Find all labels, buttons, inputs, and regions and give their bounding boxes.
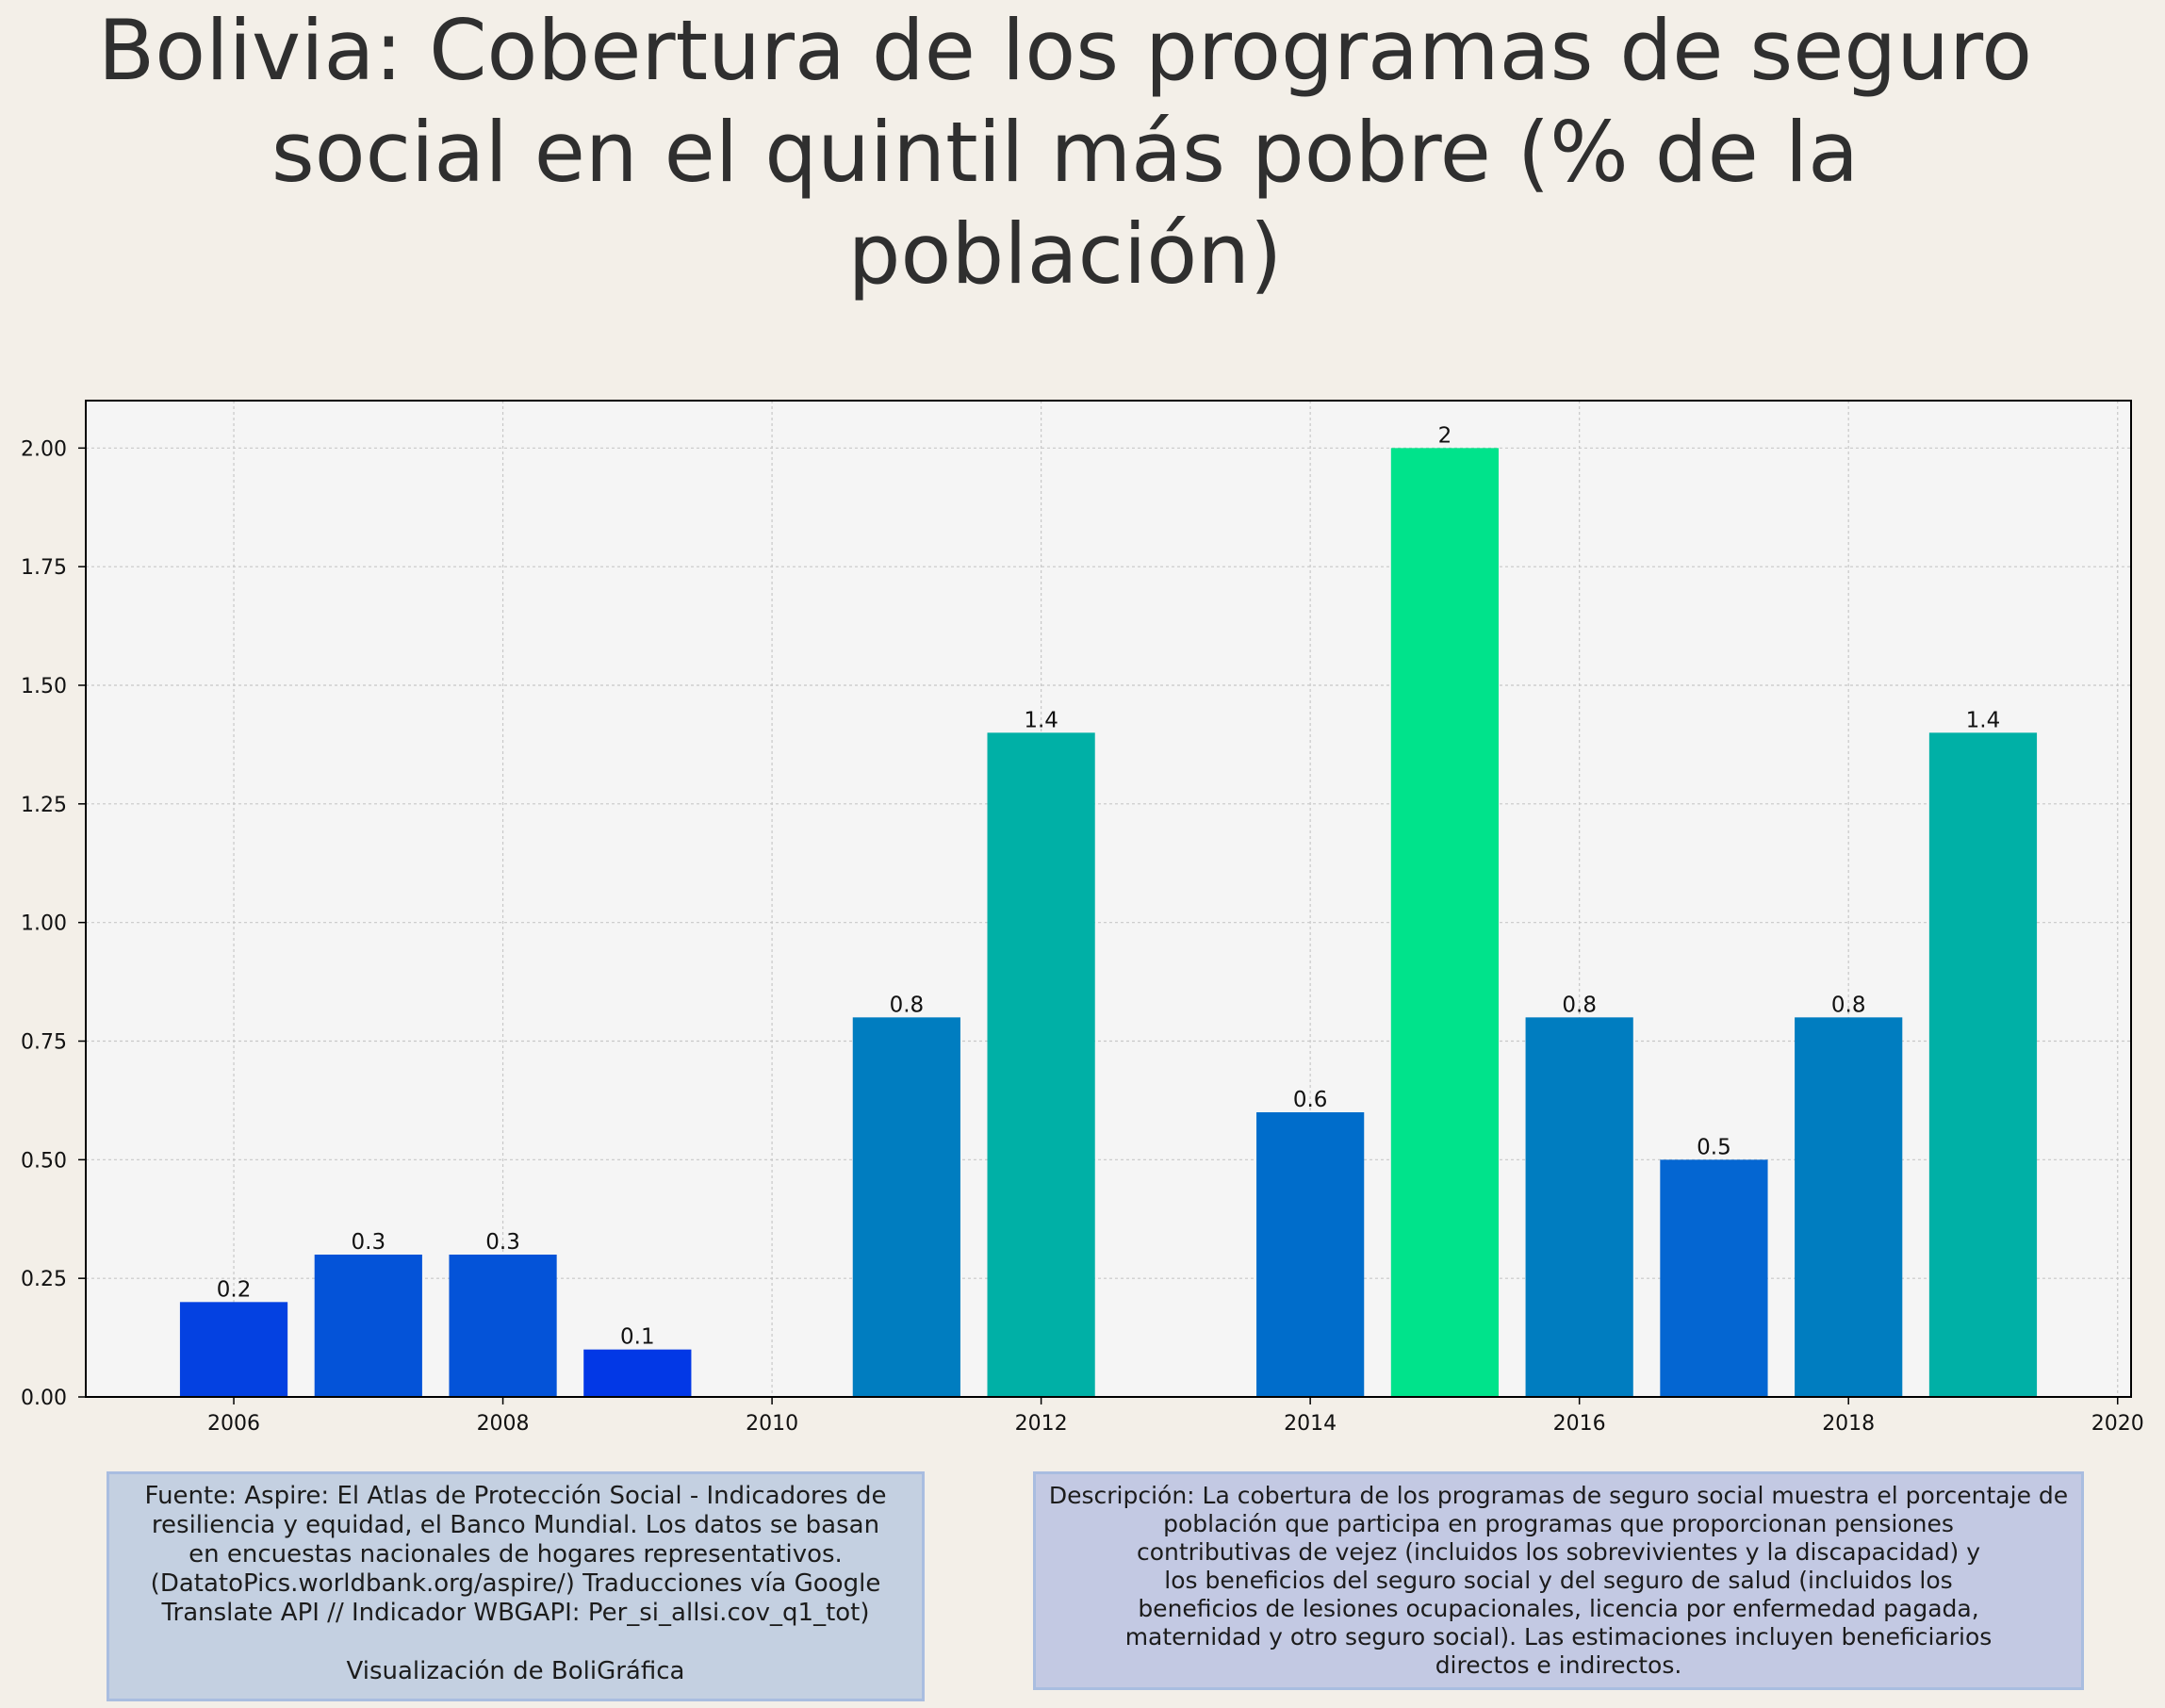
- bar: [1928, 732, 2038, 1397]
- y-tick-label: 0.25: [21, 1268, 67, 1291]
- bar-value-label: 0.8: [890, 993, 925, 1017]
- bar-value-label: 0.3: [352, 1230, 386, 1255]
- bar: [1525, 1017, 1633, 1397]
- x-tick-label: 2010: [746, 1412, 798, 1436]
- bar-value-label: 2: [1438, 423, 1452, 448]
- y-tick-label: 1.75: [21, 556, 67, 580]
- description-line-4: los beneficios del seguro social y del s…: [1164, 1567, 1953, 1594]
- y-tick-label: 0.50: [21, 1149, 67, 1173]
- x-tick-label: 2018: [1822, 1412, 1875, 1436]
- description-line-5: beneficios de lesiones ocupacionales, li…: [1138, 1595, 1979, 1622]
- bar-value-label: 0.2: [217, 1277, 252, 1302]
- bar: [449, 1255, 557, 1397]
- x-tick-label: 2008: [477, 1412, 530, 1436]
- y-tick-label: 2.00: [21, 437, 67, 461]
- bar: [987, 732, 1095, 1397]
- bar: [314, 1255, 422, 1397]
- bar: [583, 1349, 692, 1397]
- visualization-credit: Visualización de BoliGráfica: [346, 1657, 685, 1685]
- data-labels: 0.2 0.3 0.3 0.1 0.8 1.4 0.6 2 0.8 0.5 0.8 1.4: [217, 423, 2000, 1349]
- bar-value-label: 0.1: [620, 1325, 655, 1350]
- chart-title-line-1: Bolivia: Cobertura de los programas de s…: [97, 2, 2033, 99]
- bar: [1256, 1112, 1365, 1397]
- chart-title-line-3: población): [847, 205, 1283, 303]
- bar-value-label: 0.3: [485, 1230, 520, 1255]
- description-line-6: maternidad y otro seguro social). Las es…: [1124, 1623, 1993, 1651]
- y-tick-label: 1.50: [21, 675, 67, 698]
- x-tick-label: 2012: [1015, 1412, 1068, 1436]
- bar-value-label: 0.8: [1562, 993, 1597, 1017]
- bar: [852, 1017, 960, 1397]
- bar-value-label: 1.4: [1966, 708, 2001, 732]
- y-tick-label: 1.00: [21, 912, 67, 936]
- description-line-3: contributivas de vejez (incluidos los so…: [1136, 1538, 1981, 1566]
- bar-value-label: 0.5: [1697, 1135, 1731, 1159]
- y-tick-label: 1.25: [21, 794, 67, 817]
- source-line-4: (DatatoPics.worldbank.org/aspire/) Tradu…: [150, 1569, 881, 1598]
- description-line-7: directos e indirectos.: [1435, 1651, 1682, 1679]
- chart-title-line-2: social en el quintil más pobre (% de la: [271, 104, 1860, 201]
- bar-value-label: 0.6: [1293, 1088, 1328, 1112]
- x-tick-label: 2014: [1284, 1412, 1337, 1436]
- y-axis: 0.00 0.25 0.50 0.75 1.00 1.25 1.50 1.75 2.00: [21, 437, 86, 1410]
- plot-frame: [85, 400, 2132, 1398]
- chart-title: Bolivia: Cobertura de los programas de s…: [94, 0, 2036, 305]
- bars: [179, 448, 2038, 1397]
- bar: [1795, 1017, 1903, 1397]
- description-line-2: población que participa en programas que…: [1163, 1510, 1954, 1537]
- x-tick-label: 2016: [1553, 1412, 1606, 1436]
- y-tick-label: 0.00: [21, 1387, 67, 1410]
- source-line-3: en encuestas nacionales de hogares repre…: [189, 1540, 843, 1568]
- bar-value-label: 0.8: [1831, 993, 1866, 1017]
- x-axis: 2006 2008 2010 2012 2014 2016 2018 2020: [207, 1397, 2144, 1436]
- bar: [179, 1302, 288, 1397]
- description-line-1: Descripción: La cobertura de los program…: [1048, 1482, 2069, 1509]
- bar-chart: 0.20.3 0.30.10.81.40.620.80.50.81.4 2006 2…: [21, 400, 2144, 1436]
- x-tick-label: 2020: [2091, 1412, 2144, 1436]
- description-note: Descripción: La cobertura de los program…: [1033, 1471, 2084, 1690]
- source-note: Fuente: Aspire: El Atlas de Protección S…: [107, 1471, 925, 1701]
- source-line-1: Fuente: Aspire: El Atlas de Protección S…: [144, 1482, 887, 1510]
- source-line-5: Translate API // Indicador WBGAPI: Per_s…: [161, 1599, 870, 1627]
- bar: [1660, 1159, 1768, 1397]
- bar-value-label: 1.4: [1024, 708, 1058, 732]
- y-tick-label: 0.75: [21, 1031, 67, 1055]
- bar: [1390, 448, 1500, 1397]
- x-tick-label: 2006: [207, 1412, 260, 1436]
- source-line-2: resiliencia y equidad, el Banco Mundial.…: [151, 1511, 880, 1539]
